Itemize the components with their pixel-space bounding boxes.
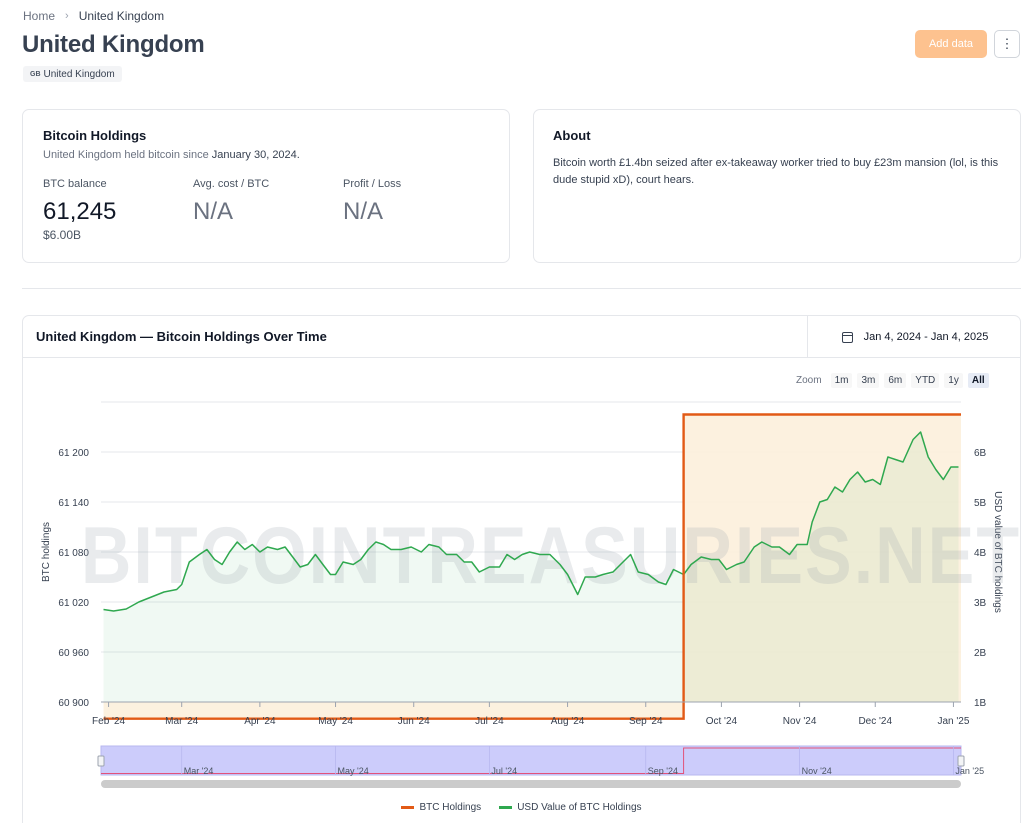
country-tag[interactable]: GB United Kingdom xyxy=(23,66,122,82)
navigator-tick-label: Nov '24 xyxy=(802,766,832,776)
y-left-tick-label: 61 200 xyxy=(58,448,89,459)
zoom-button-all[interactable]: All xyxy=(967,373,989,388)
navigator-left-handle[interactable] xyxy=(97,755,105,767)
y-right-axis-title: USD value of BTC holdings xyxy=(992,491,1003,613)
section-divider xyxy=(22,288,1021,289)
x-tick-label: Apr '24 xyxy=(244,716,276,727)
y-left-tick-label: 60 900 xyxy=(58,698,89,709)
chart-legend: BTC Holdings USD Value of BTC Holdings xyxy=(23,802,1020,813)
btc-balance-value: 61,245 xyxy=(43,198,117,225)
breadcrumb: Home › United Kingdom xyxy=(23,9,164,23)
held-since-prefix: United Kingdom held bitcoin since xyxy=(43,149,209,161)
legend-usd-value[interactable]: USD Value of BTC Holdings xyxy=(499,802,642,813)
country-tag-label: United Kingdom xyxy=(43,68,115,80)
x-tick-label: Jul '24 xyxy=(475,716,504,727)
x-tick-label: Feb '24 xyxy=(92,716,125,727)
legend-swatch-btc xyxy=(401,806,415,809)
chart-header: United Kingdom — Bitcoin Holdings Over T… xyxy=(23,316,1020,358)
btc-balance-usd: $6.00B xyxy=(43,228,82,242)
about-card: About Bitcoin worth £1.4bn seized after … xyxy=(533,109,1021,263)
x-tick-label: Oct '24 xyxy=(706,716,738,727)
x-tick-label: Sep '24 xyxy=(629,716,663,727)
held-since-date: January 30, 2024. xyxy=(211,149,300,161)
btc-holdings-area xyxy=(103,414,962,719)
y-right-tick-label: 2B xyxy=(974,648,987,659)
x-tick-label: Mar '24 xyxy=(165,716,198,727)
profit-loss-label: Profit / Loss xyxy=(343,178,402,190)
x-tick-label: Aug '24 xyxy=(551,716,585,727)
navigator-tick-label: Sep '24 xyxy=(648,766,678,776)
y-left-tick-label: 61 080 xyxy=(58,548,89,559)
navigator-series-line xyxy=(101,747,961,774)
calendar-icon xyxy=(841,331,853,343)
navigator-scrollbar[interactable] xyxy=(101,780,961,788)
add-data-button[interactable]: Add data xyxy=(915,30,987,58)
zoom-button-ytd[interactable]: YTD xyxy=(911,373,940,388)
zoom-label: Zoom xyxy=(796,375,822,386)
about-text: Bitcoin worth £1.4bn seized after ex-tak… xyxy=(553,157,999,186)
navigator-tick-label: Jul '24 xyxy=(491,766,517,776)
chevron-right-icon: › xyxy=(65,10,69,22)
y-right-tick-label: 4B xyxy=(974,548,987,559)
x-tick-label: Jun '24 xyxy=(398,716,430,727)
navigator-mask xyxy=(100,745,962,776)
date-range-label: Jan 4, 2024 - Jan 4, 2025 xyxy=(863,331,989,343)
legend-btc-holdings[interactable]: BTC Holdings xyxy=(401,802,481,813)
about-card-title: About xyxy=(553,128,591,143)
more-options-button[interactable]: ⋮ xyxy=(994,30,1020,58)
legend-label-btc: BTC Holdings xyxy=(419,802,482,813)
y-right-tick-label: 6B xyxy=(974,448,987,459)
y-left-tick-label: 61 140 xyxy=(58,498,89,509)
navigator-tick-label: May '24 xyxy=(338,766,369,776)
holdings-chart[interactable]: 60 900 60 960 61 020 61 080 61 140 61 200 1B 2B… xyxy=(23,316,1021,823)
zoom-button-1y[interactable]: 1y xyxy=(944,373,963,388)
navigator-right-handle[interactable] xyxy=(957,755,965,767)
x-tick-label: Dec '24 xyxy=(858,716,892,727)
zoom-button-1m[interactable]: 1m xyxy=(830,373,853,388)
usd-value-area xyxy=(103,432,959,702)
avg-cost-label: Avg. cost / BTC xyxy=(193,178,270,190)
holdings-card-title: Bitcoin Holdings xyxy=(43,128,147,143)
btc-holdings-line xyxy=(103,413,961,720)
holdings-chart-card: United Kingdom — Bitcoin Holdings Over T… xyxy=(22,315,1021,823)
legend-label-usd: USD Value of BTC Holdings xyxy=(517,802,642,813)
navigator-tick-label: Mar '24 xyxy=(184,766,214,776)
avg-cost-value: N/A xyxy=(193,198,234,225)
page-title: United Kingdom xyxy=(22,31,205,58)
y-left-tick-label: 61 020 xyxy=(58,598,89,609)
gb-flag-icon: GB xyxy=(30,70,41,78)
profit-loss-value: N/A xyxy=(343,198,384,225)
held-since-text: United Kingdom held bitcoin since Januar… xyxy=(43,149,300,161)
legend-swatch-usd xyxy=(499,806,513,809)
x-tick-label: Jan '25 xyxy=(937,716,969,727)
btc-balance-label: BTC balance xyxy=(43,178,107,190)
zoom-button-3m[interactable]: 3m xyxy=(857,373,880,388)
navigator-tick-label: Jan '25 xyxy=(955,766,984,776)
y-right-tick-label: 3B xyxy=(974,598,987,609)
kebab-menu-icon: ⋮ xyxy=(1000,36,1014,51)
x-tick-label: Nov '24 xyxy=(783,716,817,727)
chart-title: United Kingdom — Bitcoin Holdings Over T… xyxy=(36,329,327,344)
y-left-tick-label: 60 960 xyxy=(58,648,89,659)
y-right-tick-label: 1B xyxy=(974,698,987,709)
y-left-axis-title: BTC holdings xyxy=(41,522,52,582)
zoom-button-6m[interactable]: 6m xyxy=(884,373,907,388)
breadcrumb-current: United Kingdom xyxy=(78,9,165,23)
usd-value-line xyxy=(103,431,959,612)
bitcoin-holdings-card: Bitcoin Holdings United Kingdom held bit… xyxy=(22,109,510,263)
y-right-tick-label: 5B xyxy=(974,498,987,509)
zoom-controls: Zoom 1m 3m 6m YTD 1y All xyxy=(796,373,989,388)
date-range-picker[interactable]: Jan 4, 2024 - Jan 4, 2025 xyxy=(807,316,1020,358)
x-tick-label: May '24 xyxy=(318,716,353,727)
breadcrumb-home-link[interactable]: Home xyxy=(23,9,56,23)
